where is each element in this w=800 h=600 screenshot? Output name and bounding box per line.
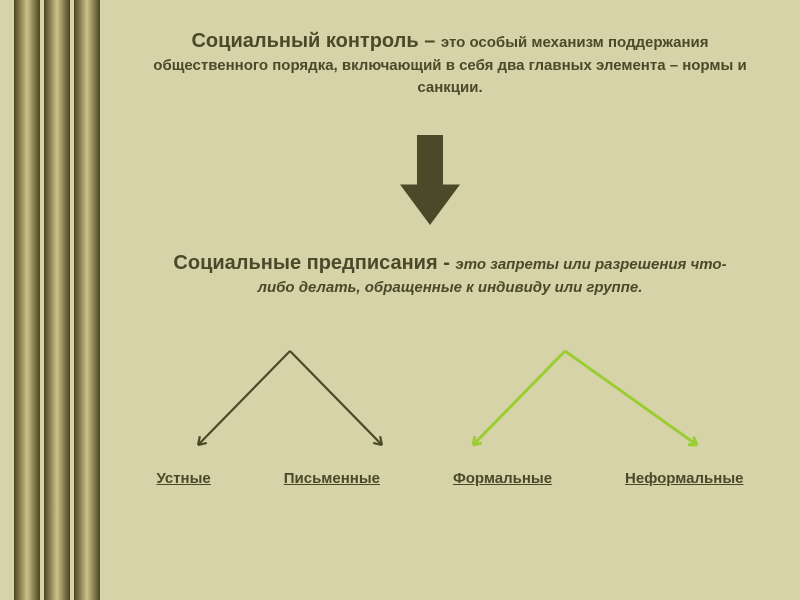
content-area: Социальный контроль – это особый механиз…: [120, 0, 780, 600]
branch-connector-right: [455, 345, 715, 455]
category-oral: Устные: [156, 470, 210, 487]
arrow-down-icon: [400, 135, 460, 225]
category-written: Письменные: [284, 470, 380, 487]
definition1-title: Социальный контроль –: [191, 30, 440, 52]
category-informal: Неформальные: [625, 470, 743, 487]
definition-social-prescriptions: Социальные предписания - это запреты или…: [160, 250, 740, 299]
category-labels-row: Устные Письменные Формальные Неформальны…: [120, 470, 780, 487]
category-formal: Формальные: [453, 470, 552, 487]
definition2-title: Социальные предписания -: [173, 252, 455, 274]
definition-social-control: Социальный контроль – это особый механиз…: [140, 28, 760, 98]
branch-connector-left: [180, 345, 400, 455]
